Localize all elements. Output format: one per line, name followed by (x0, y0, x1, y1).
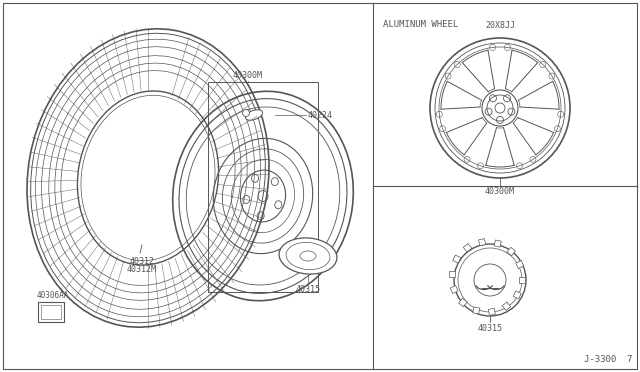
Bar (479, 238, 486, 246)
Bar (516, 260, 524, 269)
Text: ALUMINUM WHEEL: ALUMINUM WHEEL (383, 20, 458, 29)
Bar (38, 302, 64, 322)
Text: 40300M: 40300M (233, 71, 263, 80)
Bar (519, 277, 525, 283)
Bar (473, 307, 480, 314)
Text: 20X8JJ: 20X8JJ (485, 21, 515, 30)
Bar (452, 255, 461, 263)
Circle shape (243, 109, 250, 116)
Bar (494, 240, 501, 247)
Bar (459, 298, 467, 307)
Text: 40315: 40315 (296, 285, 321, 294)
Ellipse shape (279, 238, 337, 274)
Bar (507, 247, 515, 256)
Ellipse shape (245, 110, 262, 120)
Bar (488, 308, 495, 315)
Text: 40224: 40224 (308, 110, 333, 119)
Text: J-3300  7: J-3300 7 (584, 355, 632, 364)
Bar (502, 302, 511, 311)
Bar (449, 271, 455, 277)
Text: 40312M: 40312M (127, 265, 157, 274)
Text: 40306AA: 40306AA (37, 291, 69, 300)
Bar (41, 305, 61, 319)
Text: 40315: 40315 (477, 324, 502, 333)
Text: 40312: 40312 (129, 257, 154, 266)
Bar (513, 291, 521, 299)
Text: 40300M: 40300M (485, 187, 515, 196)
Bar (208, 82, 318, 292)
Bar (450, 285, 458, 294)
Bar (463, 244, 472, 252)
